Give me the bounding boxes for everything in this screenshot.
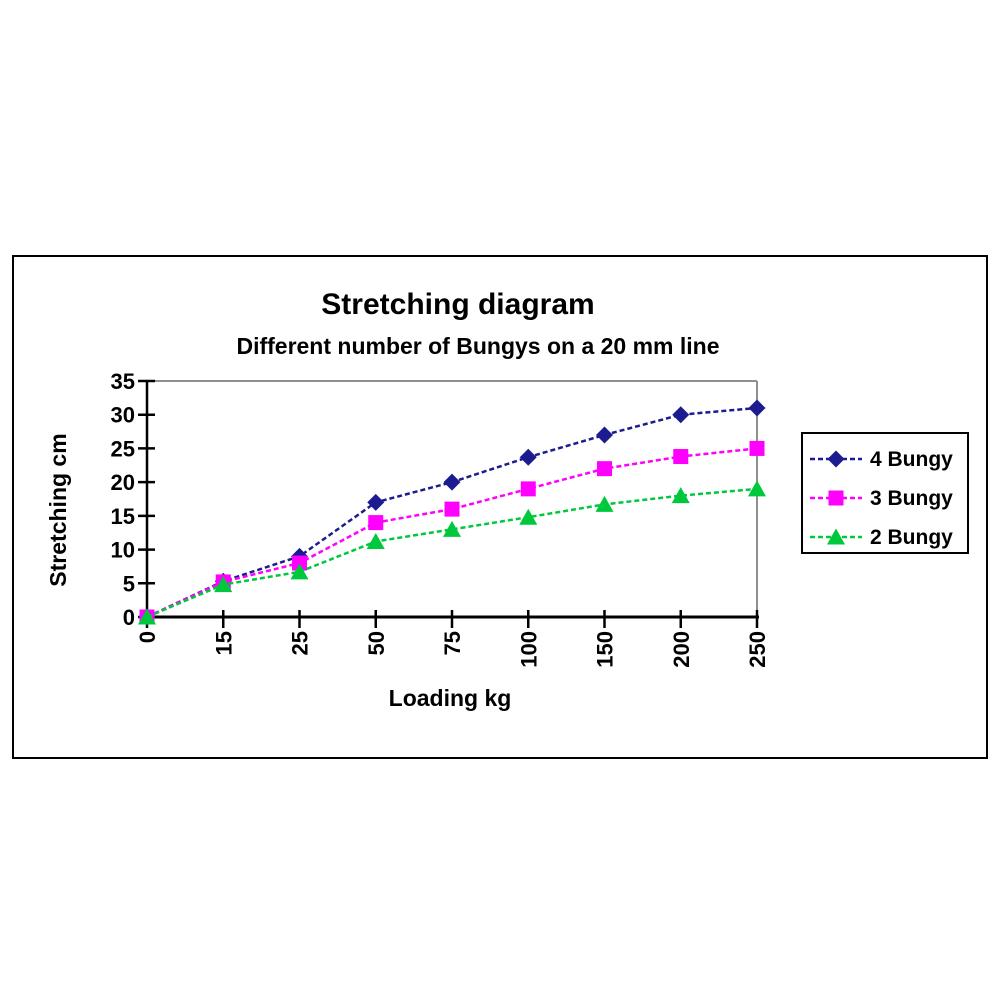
marker-square xyxy=(444,501,460,517)
x-tick-label: 50 xyxy=(364,631,389,655)
x-tick-label: 200 xyxy=(669,631,694,668)
marker-square xyxy=(597,461,612,477)
x-tick-label: 15 xyxy=(211,631,236,655)
x-tick-label: 100 xyxy=(516,631,541,668)
marker-triangle xyxy=(366,532,385,549)
marker-triangle xyxy=(290,563,309,580)
y-tick-label: 20 xyxy=(111,470,135,495)
y-tick-label: 35 xyxy=(111,369,135,394)
marker-square xyxy=(673,449,689,465)
marker-triangle xyxy=(519,508,538,525)
y-tick-label: 15 xyxy=(111,504,135,529)
chart-title: Stretching diagram xyxy=(321,288,594,321)
y-tick-label: 5 xyxy=(123,571,135,596)
x-axis-title: Loading kg xyxy=(389,685,512,711)
marker-square xyxy=(749,440,765,456)
plot-area: 0 5 10 15 20 25 30 35 0 15 25 50 75 100 150 200 250 4 Bun… xyxy=(111,369,969,668)
marker-triangle xyxy=(138,608,156,625)
x-tick-label: 0 xyxy=(135,631,160,643)
y-axis-title: Stretching cm xyxy=(45,433,71,586)
legend-label-2-bungy: 2 Bungy xyxy=(870,526,953,549)
marker-square xyxy=(520,481,536,497)
marker-triangle xyxy=(214,576,233,593)
chart: Stretching diagram Different number of B… xyxy=(45,288,969,711)
marker-diamond xyxy=(367,493,385,511)
marker-square xyxy=(292,555,307,571)
marker-triangle xyxy=(671,487,690,504)
marker-diamond xyxy=(519,448,537,466)
y-tick-label: 0 xyxy=(123,605,135,630)
x-tick-label: 25 xyxy=(288,631,313,655)
marker-diamond xyxy=(443,473,461,491)
chart-frame: Stretching diagram Different number of B… xyxy=(12,255,988,759)
marker-triangle xyxy=(748,480,766,497)
y-tick-label: 25 xyxy=(111,436,135,461)
marker-triangle xyxy=(595,495,614,512)
marker-triangle xyxy=(443,520,461,537)
y-tick-label: 10 xyxy=(111,538,135,563)
legend-label-4-bungy: 4 Bungy xyxy=(870,448,953,471)
marker-diamond xyxy=(672,406,690,424)
y-tick-label: 30 xyxy=(111,403,135,428)
marker-diamond xyxy=(827,450,845,468)
marker-diamond xyxy=(596,426,613,444)
marker-triangle xyxy=(827,528,845,545)
x-tick-label: 75 xyxy=(440,631,465,655)
x-tick-label: 150 xyxy=(593,631,618,668)
x-tick-label: 250 xyxy=(745,631,770,668)
chart-subtitle: Different number of Bungys on a 20 mm li… xyxy=(236,333,719,359)
series-line-2-bungy xyxy=(146,487,758,619)
marker-square xyxy=(368,515,384,531)
marker-diamond xyxy=(748,399,766,417)
legend-label-3-bungy: 3 Bungy xyxy=(870,487,953,510)
marker-square xyxy=(828,490,844,506)
